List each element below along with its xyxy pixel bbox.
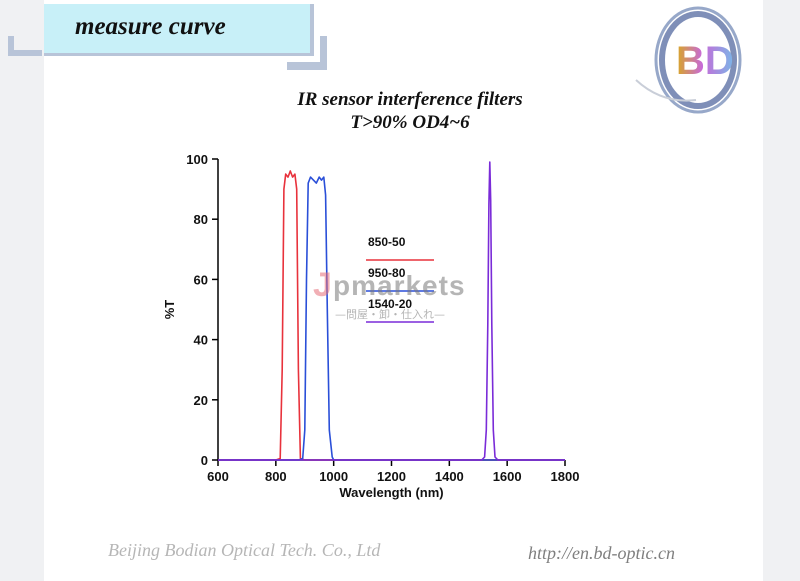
y-tick-label: 100	[186, 152, 208, 167]
watermark-text: pmarkets	[333, 270, 466, 301]
y-tick-label: 60	[194, 272, 208, 287]
frame-bar-right-vertical	[320, 36, 327, 70]
y-tick-label: 40	[194, 333, 208, 348]
watermark-j: J	[313, 266, 332, 304]
x-axis-label: Wavelength (nm)	[339, 485, 443, 500]
logo-ring-inner	[659, 11, 737, 109]
y-axis-label: %T	[162, 300, 177, 320]
legend-label-1540-20: 1540-20	[368, 297, 412, 311]
logo-ring	[654, 6, 742, 114]
chart-title-line-2: T>90% OD4~6	[350, 112, 470, 133]
x-tick-label: 800	[265, 469, 287, 484]
company-logo: BD	[635, 6, 742, 114]
series-line-950-80	[218, 176, 565, 461]
watermark-subtitle: —問屋・卸・仕入れ—	[335, 308, 445, 321]
footer-company: Beijing Bodian Optical Tech. Co., Ltd	[108, 540, 381, 560]
header-banner: measure curve	[44, 4, 314, 56]
series-line-1540-20	[218, 161, 565, 461]
logo-swoosh	[635, 79, 697, 102]
x-tick-label: 1400	[435, 469, 464, 484]
legend-label-850-50: 850-50	[368, 235, 406, 249]
logo-text: BD	[676, 39, 734, 83]
y-tick-label: 20	[194, 393, 208, 408]
y-tick-label: 80	[194, 212, 208, 227]
watermark: J pmarkets —問屋・卸・仕入れ—	[313, 266, 493, 336]
x-tick-label: 1800	[551, 469, 580, 484]
y-tick-label: 0	[201, 453, 208, 468]
series-line-850-50	[218, 170, 565, 461]
footer-url: http://en.bd-optic.cn	[528, 543, 675, 563]
x-tick-label: 600	[207, 469, 229, 484]
chart-title-line-1: IR sensor interference filters	[297, 89, 523, 110]
page-title: measure curve	[75, 13, 226, 40]
frame-bar-right	[287, 62, 327, 70]
transmission-chart: 0 20 40 60 80 100 600 800 1000 1200 1400 1600 1800 Wa…	[162, 152, 580, 500]
legend-label-950-80: 950-80	[368, 266, 406, 280]
x-tick-label: 1000	[319, 469, 348, 484]
frame-bar-left-vertical	[8, 36, 14, 56]
frame-bar-left	[8, 50, 42, 56]
x-tick-label: 1200	[377, 469, 406, 484]
x-tick-label: 1600	[493, 469, 522, 484]
